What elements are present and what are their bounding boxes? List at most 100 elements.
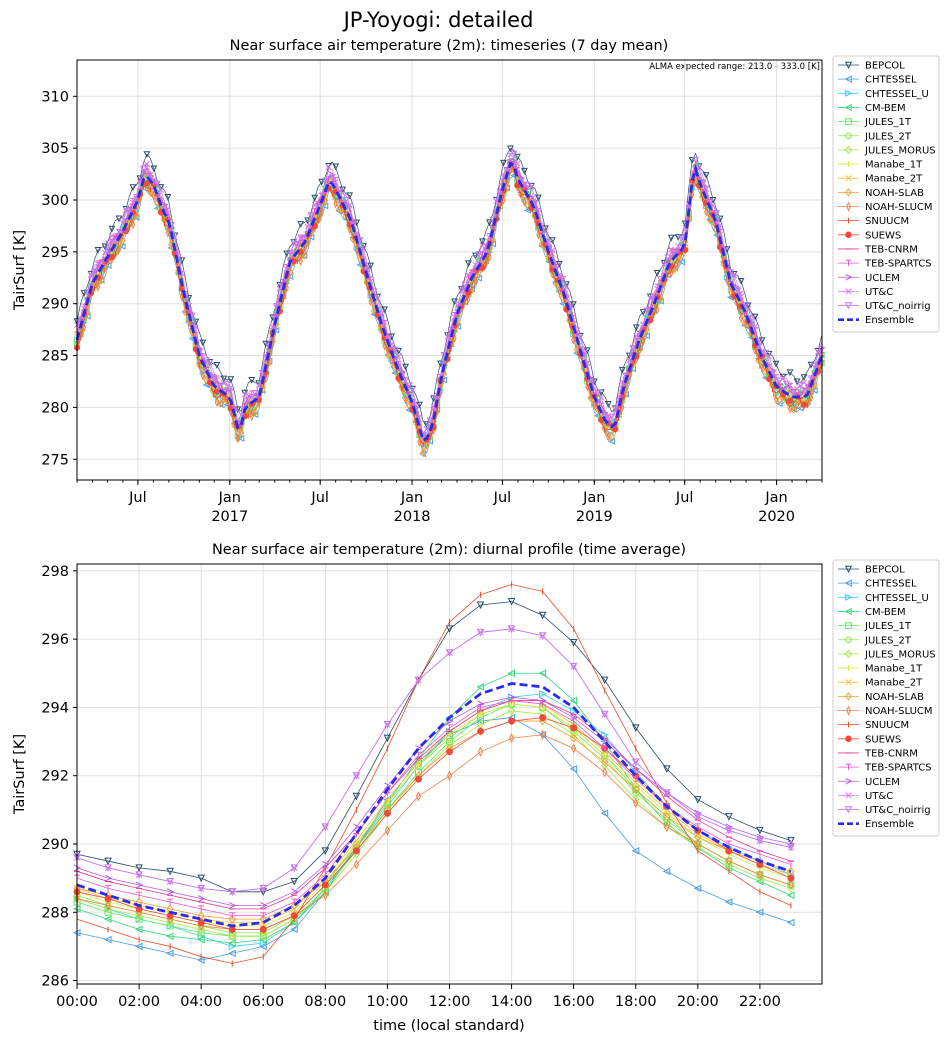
data-point <box>283 250 291 258</box>
data-point <box>446 731 453 738</box>
diurnal-legend-item-jules-1t: JULES_1T <box>838 621 912 632</box>
diurnal-legend-item-jules-morus: JULES_MORUS <box>838 649 936 660</box>
data-point <box>356 237 364 244</box>
legend-label: Manabe_1T <box>865 664 923 675</box>
data-point <box>416 401 423 409</box>
data-point <box>405 401 413 410</box>
data-point <box>633 797 639 809</box>
data-point <box>571 743 577 754</box>
x-tick-label: 06:00 <box>242 994 284 1010</box>
data-point <box>88 271 94 278</box>
diurnal-legend-item-uclem: UCLEM <box>838 777 900 788</box>
data-point <box>685 205 693 212</box>
data-point <box>577 334 584 341</box>
data-point <box>118 242 126 250</box>
legend-marker-icon <box>845 188 852 197</box>
data-point <box>283 265 290 272</box>
data-point <box>129 184 137 192</box>
data-point <box>794 399 800 410</box>
timeseries-legend-box <box>832 55 940 333</box>
x-tick-label: 20:00 <box>677 994 719 1010</box>
x-tick-label: Jul <box>675 490 694 506</box>
diurnal-legend-item-teb-cnrm: TEB-CNRM <box>838 748 918 759</box>
legend-marker-icon <box>846 705 851 716</box>
data-point <box>539 689 547 698</box>
data-point <box>367 262 375 270</box>
data-point <box>737 277 745 285</box>
data-point <box>688 157 696 164</box>
series-ut-c-noirrig <box>73 625 795 896</box>
data-point <box>237 410 245 418</box>
data-point <box>788 879 794 891</box>
data-point <box>290 864 299 873</box>
data-point <box>238 428 245 437</box>
data-point <box>153 180 161 188</box>
y-tick-label: 295 <box>41 245 69 261</box>
data-point <box>472 252 479 260</box>
data-point <box>476 628 485 637</box>
data-point <box>765 375 773 383</box>
data-point <box>384 825 390 836</box>
data-point <box>73 864 82 872</box>
legend-label: CHTESSEL_U <box>865 593 929 604</box>
data-point <box>632 775 639 783</box>
data-point <box>260 902 268 909</box>
data-point <box>476 601 485 610</box>
data-point <box>773 394 779 405</box>
legend-label: TEB-CNRM <box>864 748 918 759</box>
data-point <box>602 767 608 778</box>
legend-label: SNUUCM <box>865 216 909 227</box>
data-point <box>290 878 299 886</box>
data-point <box>166 949 174 958</box>
data-point <box>738 313 744 323</box>
data-point <box>758 337 766 345</box>
data-point <box>251 390 259 397</box>
data-point <box>725 813 733 821</box>
data-point <box>433 395 441 402</box>
diurnal-legend: BEPCOL CHTESSEL CHTESSEL_U CM-BEM JULES_1T JU… <box>832 559 940 837</box>
data-point <box>639 309 647 316</box>
legend-label: NOAH-SLUCM <box>865 706 933 717</box>
data-point <box>166 888 175 896</box>
data-point <box>228 931 236 941</box>
data-point <box>538 611 547 620</box>
data-point <box>290 925 298 934</box>
data-point <box>167 898 174 906</box>
data-point <box>600 676 609 685</box>
data-point <box>727 279 735 286</box>
data-point <box>762 349 769 357</box>
data-point <box>766 353 773 360</box>
data-point <box>216 382 224 390</box>
data-point <box>604 401 612 408</box>
data-point <box>321 847 330 855</box>
data-point <box>757 869 763 880</box>
y-tick-label: 280 <box>41 400 69 416</box>
data-point <box>786 891 795 900</box>
data-point <box>631 758 640 767</box>
data-point <box>307 212 315 219</box>
data-point <box>538 669 547 678</box>
data-point <box>414 775 422 783</box>
y-tick-label: 275 <box>41 452 69 468</box>
data-point <box>501 195 506 205</box>
data-point <box>570 733 578 743</box>
y-tick-label: 290 <box>41 297 69 313</box>
data-point <box>559 275 567 283</box>
legend-label: UT&C_noirrig <box>865 805 931 816</box>
data-point <box>465 260 472 268</box>
data-point <box>569 639 578 647</box>
data-point <box>538 730 547 739</box>
diurnal-title: Near surface air temperature (2m): diurn… <box>212 542 686 558</box>
data-point <box>797 398 804 407</box>
legend-label: UT&C_noirrig <box>865 301 931 312</box>
diurnal-grid <box>76 564 822 984</box>
diurnal-legend-item-ut-c: UT&C <box>838 791 893 802</box>
data-point <box>601 730 609 739</box>
timeseries-legend-item-jules-morus: JULES_MORUS <box>838 145 936 156</box>
data-point <box>321 202 329 210</box>
legend-marker-icon <box>845 259 852 266</box>
y-tick-label: 310 <box>41 89 69 105</box>
diurnal-legend-item-jules-2t: JULES_2T <box>838 635 912 646</box>
data-point <box>259 884 268 893</box>
legend-marker-icon <box>845 735 852 743</box>
